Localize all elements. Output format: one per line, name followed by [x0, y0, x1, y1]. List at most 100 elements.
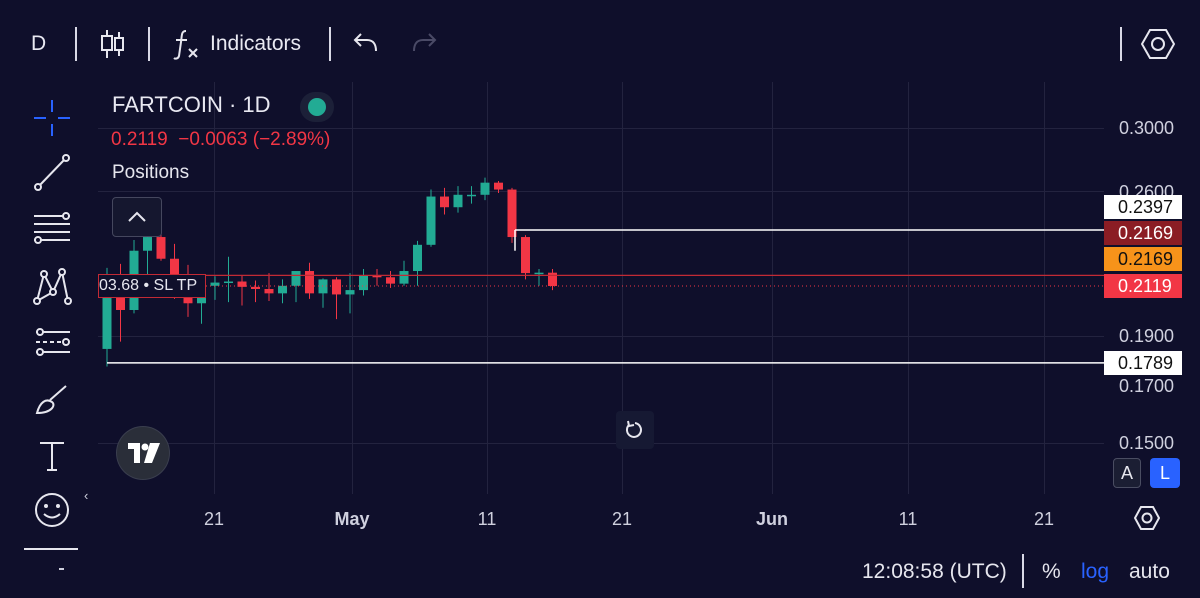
auto-scale-label: A [1120, 463, 1133, 483]
grid-line-horizontal [98, 128, 1104, 129]
settings-hexagon-icon[interactable] [1140, 27, 1176, 66]
price-tag-value: 0.2119 [1118, 276, 1172, 296]
toolbar-divider [148, 27, 150, 61]
candle-body [440, 196, 449, 208]
price-tag-upper-line[interactable]: 0.2397 [1104, 195, 1182, 219]
grid-line-horizontal [98, 443, 1104, 444]
crosshair-icon [34, 100, 70, 136]
price-tag-value: 0.1789 [1118, 353, 1174, 373]
percent-scale-button[interactable]: % [1042, 560, 1061, 583]
candle-body [399, 271, 409, 284]
grid-line-vertical [487, 82, 488, 494]
candle-body [372, 275, 382, 278]
log-scale-label: L [1159, 463, 1170, 483]
candle-body [102, 281, 112, 349]
time-axis[interactable] [98, 494, 1104, 542]
price-tick-label: 0.3000 [1118, 118, 1174, 138]
text-t-icon [40, 442, 64, 471]
grid-line-vertical [908, 82, 909, 494]
candle-body [264, 289, 274, 294]
interval-button[interactable]: D [31, 32, 47, 55]
candle-body [170, 258, 179, 288]
collapse-legend-button[interactable] [112, 197, 162, 237]
date-tick-label: 11 [477, 509, 497, 529]
candle-body [453, 194, 463, 208]
positions-label: Positions [112, 162, 190, 183]
date-tick-label: May [334, 509, 370, 529]
market-status[interactable] [300, 92, 334, 122]
chart-settings-hexagon-icon[interactable] [1133, 505, 1161, 536]
grid-line-vertical [772, 82, 773, 494]
chevron-up-icon [128, 211, 146, 222]
prediction-icon [36, 328, 70, 356]
redo-icon[interactable] [412, 31, 438, 60]
date-tick-label: 11 [898, 509, 918, 529]
candle-body [278, 285, 287, 294]
text-tool[interactable] [28, 432, 76, 480]
price-axis[interactable]: 0.3000 0.2600 0.1900 0.1700 0.1500 [1104, 82, 1200, 502]
top-toolbar: D Indicators [0, 0, 1200, 86]
trend-line-tool[interactable] [28, 148, 76, 196]
tradingview-logo[interactable] [117, 427, 169, 479]
candles-chart-type-icon[interactable] [100, 28, 126, 65]
price-tick-label: 0.1900 [1118, 326, 1174, 346]
price-tag-line-b[interactable]: 0.2169 [1104, 247, 1182, 271]
candle-body [345, 290, 355, 295]
smiley-icon [35, 493, 69, 527]
grid-line-horizontal [98, 191, 1104, 192]
candle-body [359, 275, 368, 291]
candle-body [251, 286, 260, 290]
candle-body [156, 237, 166, 259]
log-scale-toggle[interactable]: L [1150, 458, 1180, 488]
indicators-fx-icon[interactable] [172, 28, 202, 65]
brush-tool[interactable] [28, 376, 76, 424]
grid-line-vertical [352, 82, 353, 494]
reset-chart-button[interactable] [616, 411, 654, 449]
pattern-tool[interactable] [28, 262, 76, 310]
price-tag-last-price[interactable]: 0.2119 [1104, 274, 1182, 298]
indicators-button[interactable]: Indicators [210, 32, 302, 55]
candle-body [534, 272, 544, 275]
clock-time[interactable]: 12:08:58 (UTC) [862, 560, 1007, 583]
candle-body [413, 244, 422, 272]
candle-body [291, 271, 301, 286]
price-tag-lower-line[interactable]: 0.1789 [1104, 351, 1182, 375]
candle-body [386, 277, 395, 284]
date-tick-label: 21 [611, 509, 633, 529]
candle-body [507, 189, 517, 238]
emoji-tool[interactable] [28, 486, 76, 534]
prediction-tool[interactable] [28, 318, 76, 366]
date-tick-label: Jun [755, 509, 789, 529]
position-order-label[interactable]: 03.68 • SL TP [98, 274, 206, 298]
candle-body [494, 182, 503, 190]
candle-body [237, 281, 247, 287]
crosshair-tool[interactable] [28, 94, 76, 142]
undo-icon[interactable] [352, 31, 378, 60]
log-scale-button[interactable]: log [1081, 560, 1110, 583]
toolbar-divider [329, 27, 331, 61]
candle-body [305, 271, 314, 294]
candle-body [467, 194, 476, 197]
fib-retracement-tool[interactable] [28, 204, 76, 252]
toolbar-divider [75, 27, 77, 61]
drawing-toolbar: ‹ [0, 86, 98, 598]
candle-body [210, 282, 220, 286]
candle-body [318, 279, 328, 294]
price-tag-line-a[interactable]: 0.2169 [1104, 221, 1182, 245]
candle-body [548, 272, 557, 286]
bottom-divider [1022, 554, 1024, 588]
candle-body [480, 182, 490, 195]
price-tag-value: 0.2169 [1118, 249, 1174, 269]
more-tools-handle[interactable] [59, 568, 64, 570]
auto-scale-button[interactable]: auto [1129, 560, 1170, 583]
price-tick-label: 0.1700 [1118, 376, 1174, 396]
candle-body [143, 237, 152, 251]
candle-body [224, 281, 233, 284]
price-tick-label: 0.1500 [1118, 433, 1174, 453]
collapse-toolbar-chevron-icon[interactable]: ‹ [84, 488, 89, 503]
toolbar-divider [1120, 27, 1122, 61]
grid-line-horizontal [98, 336, 1104, 337]
symbol-title[interactable]: FARTCOIN · 1D [112, 92, 271, 117]
chart-area[interactable] [98, 82, 1104, 494]
auto-scale-toggle[interactable]: A [1113, 458, 1141, 488]
